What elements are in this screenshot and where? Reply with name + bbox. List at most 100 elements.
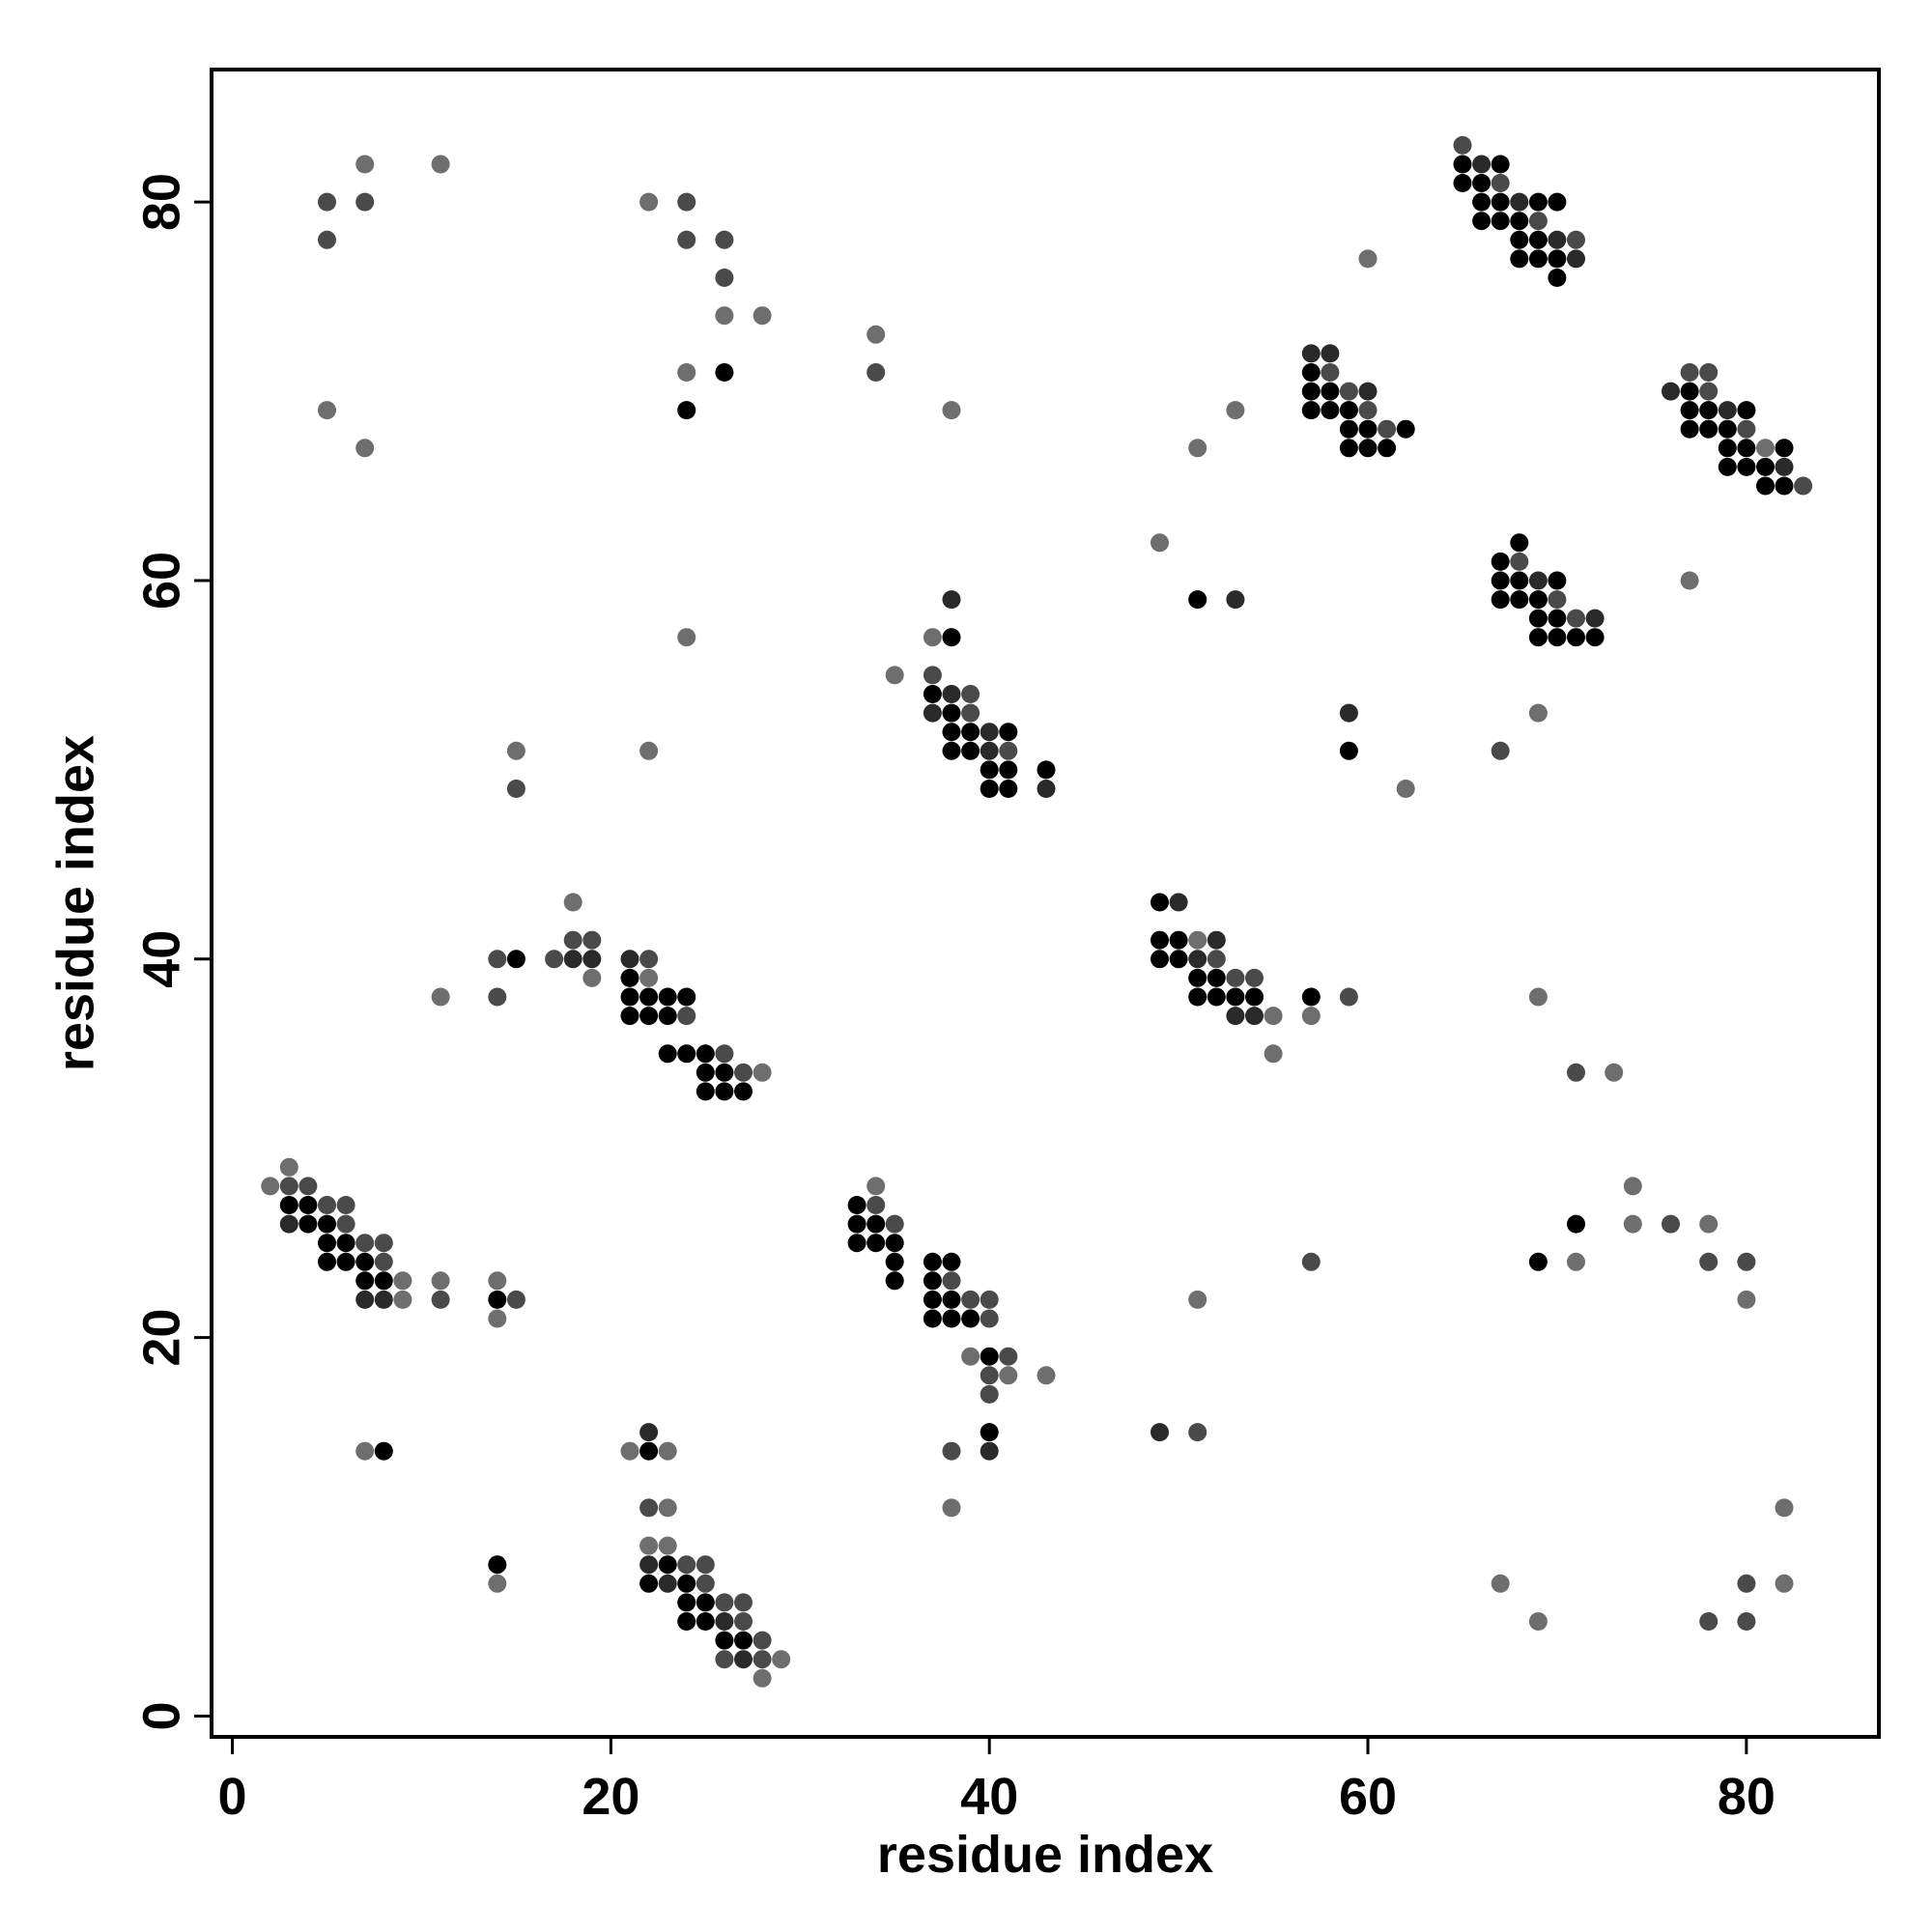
- data-point: [582, 968, 602, 987]
- data-point: [1264, 1007, 1283, 1026]
- data-point: [1510, 533, 1529, 553]
- data-point: [677, 192, 696, 212]
- data-point: [318, 1214, 336, 1234]
- data-point: [923, 685, 942, 703]
- data-point: [677, 363, 696, 382]
- data-point: [582, 930, 602, 950]
- data-point: [1472, 192, 1492, 212]
- data-point: [318, 192, 336, 212]
- data-point: [1339, 382, 1358, 401]
- data-point: [1718, 439, 1737, 458]
- data-point: [923, 1252, 942, 1271]
- data-point: [677, 230, 696, 249]
- data-point: [298, 1214, 318, 1234]
- data-point: [1528, 212, 1548, 231]
- data-point: [355, 439, 375, 458]
- data-point: [1301, 987, 1321, 1007]
- data-point: [1396, 780, 1415, 798]
- data-point: [1510, 552, 1529, 571]
- data-point: [734, 1612, 753, 1631]
- data-point: [677, 1044, 696, 1064]
- data-point: [1301, 363, 1321, 382]
- data-point: [1510, 249, 1529, 269]
- data-point: [696, 1082, 715, 1101]
- data-point: [1339, 419, 1358, 439]
- y-tick-label: 80: [132, 173, 190, 231]
- data-point: [298, 1196, 318, 1214]
- data-point: [1491, 552, 1510, 571]
- data-point: [867, 325, 886, 344]
- data-point: [1680, 401, 1699, 420]
- data-point: [942, 1271, 961, 1291]
- data-point: [658, 1536, 677, 1555]
- data-point: [374, 1234, 393, 1253]
- data-point: [999, 1347, 1018, 1366]
- data-point: [374, 1441, 393, 1461]
- data-point: [980, 1384, 999, 1404]
- data-point: [1151, 893, 1169, 912]
- data-point: [734, 1593, 753, 1612]
- data-point: [867, 1177, 886, 1196]
- data-point: [488, 1309, 507, 1328]
- data-point: [1699, 382, 1719, 401]
- data-point: [1358, 439, 1378, 458]
- data-point: [1378, 419, 1397, 439]
- y-tick-label: 20: [132, 1309, 190, 1367]
- data-point: [1548, 628, 1567, 647]
- data-point: [639, 741, 659, 760]
- data-point: [298, 1177, 318, 1196]
- data-point: [885, 1234, 904, 1253]
- data-point: [1301, 382, 1321, 401]
- data-point: [639, 1536, 659, 1555]
- data-point: [715, 306, 734, 326]
- data-point: [980, 1441, 999, 1461]
- data-point: [1680, 382, 1699, 401]
- data-point: [734, 1082, 753, 1101]
- data-point: [1301, 1252, 1321, 1271]
- data-point: [753, 306, 772, 326]
- data-point: [1737, 439, 1756, 458]
- data-point: [1226, 1007, 1245, 1026]
- data-point: [715, 1612, 734, 1631]
- data-point: [885, 1252, 904, 1271]
- data-point: [1794, 476, 1813, 496]
- y-tick-label: 40: [132, 930, 190, 988]
- data-point: [961, 1347, 980, 1366]
- data-point: [658, 1574, 677, 1593]
- data-point: [1453, 174, 1472, 192]
- data-point: [980, 760, 999, 780]
- x-axis-label: residue index: [877, 1826, 1213, 1884]
- data-point: [1528, 192, 1548, 212]
- data-point: [620, 1007, 639, 1026]
- data-point: [431, 155, 450, 174]
- data-point: [677, 1007, 696, 1026]
- data-point: [942, 628, 961, 647]
- data-point: [1151, 533, 1169, 553]
- data-point: [867, 1234, 886, 1253]
- data-point: [1548, 609, 1567, 628]
- data-point: [620, 987, 639, 1007]
- data-point: [923, 1309, 942, 1328]
- data-point: [639, 1007, 659, 1026]
- data-point: [1472, 155, 1492, 174]
- data-point: [1491, 192, 1510, 212]
- x-tick-label: 0: [218, 1768, 247, 1826]
- data-point: [639, 1423, 659, 1442]
- data-point: [1151, 930, 1169, 950]
- data-point: [1737, 1574, 1756, 1593]
- data-point: [961, 1290, 980, 1309]
- data-point: [1775, 439, 1794, 458]
- data-point: [1151, 950, 1169, 969]
- data-point: [336, 1252, 355, 1271]
- data-point: [1737, 457, 1756, 476]
- y-tick-label: 0: [132, 1701, 190, 1730]
- data-point: [374, 1252, 393, 1271]
- data-point: [1528, 571, 1548, 590]
- data-point: [1491, 1574, 1510, 1593]
- data-point: [923, 628, 942, 647]
- data-point: [980, 1347, 999, 1366]
- data-point: [1491, 155, 1510, 174]
- data-point: [677, 1612, 696, 1631]
- data-point: [1169, 930, 1188, 950]
